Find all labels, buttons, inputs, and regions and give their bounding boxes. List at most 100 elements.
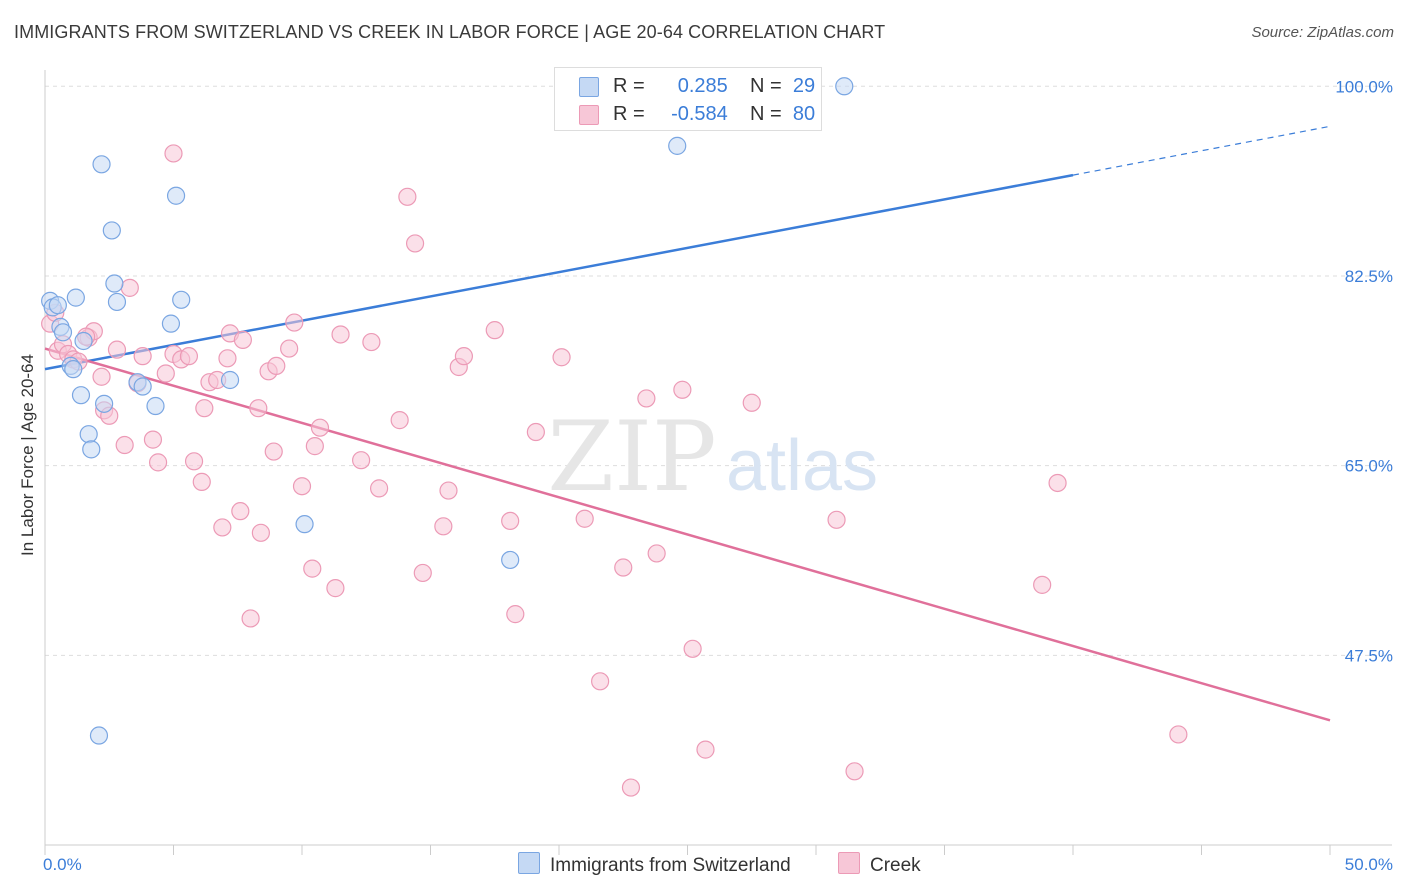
creek-point [683, 639, 702, 658]
legend-swatch-pink [579, 105, 599, 125]
switzerland-point [835, 77, 854, 96]
creek-point [292, 477, 312, 496]
switzerland-point [102, 221, 121, 240]
stats-legend: R = 0.285 N = 29 R = -0.584 N = 80 [554, 67, 822, 131]
creek-point [526, 422, 545, 442]
watermark-atlas: atlas [726, 426, 878, 506]
switzerland-point [501, 550, 520, 570]
creek-point [280, 339, 299, 358]
creek-point [233, 330, 252, 349]
creek-point [370, 479, 389, 498]
creek-point [264, 442, 283, 461]
creek-point [213, 518, 232, 537]
creek-point [362, 332, 381, 352]
creek-point [673, 380, 692, 399]
switzerland-point [146, 396, 165, 416]
creek-point [310, 418, 330, 437]
watermark: ZIP atlas [547, 401, 878, 513]
creek-point [92, 367, 111, 386]
legend-label: Creek [870, 855, 921, 876]
switzerland-point [82, 440, 101, 459]
creek-point [251, 523, 270, 542]
creek-point [1048, 473, 1067, 493]
creek-point [485, 321, 504, 340]
n-label: N = [750, 75, 782, 97]
creek-point [827, 510, 846, 529]
creek-point [133, 347, 152, 366]
x-tick-label: 0.0% [43, 855, 82, 874]
grid-lines [45, 85, 1392, 656]
legend-swatch-blue [518, 852, 540, 874]
creek-point [164, 144, 183, 163]
r-label: R = [613, 75, 645, 97]
legend-item-switzerland[interactable]: Immigrants from Switzerland [518, 852, 791, 877]
switzerland-points [41, 77, 854, 745]
creek-point [184, 452, 204, 471]
switzerland-point [161, 314, 181, 333]
creek-point [405, 234, 425, 253]
r-value: 0.285 [677, 75, 728, 97]
creek-point [249, 399, 268, 418]
creek-point [501, 511, 520, 531]
creek-point [192, 472, 211, 491]
creek-point [156, 364, 175, 383]
switzerland-point [105, 274, 124, 293]
creek-points [41, 144, 1188, 797]
switzerland-point [74, 331, 93, 351]
creek-point [413, 563, 432, 583]
creek-point [303, 559, 322, 578]
n-label: N = [750, 103, 782, 125]
creek-point [179, 347, 199, 366]
y-tick-label: 100.0% [1335, 77, 1393, 96]
y-tick-label: 47.5% [1345, 646, 1393, 665]
legend-label: Immigrants from Switzerland [550, 855, 791, 876]
creek-point [195, 399, 214, 418]
y-tick-label: 82.5% [1345, 267, 1393, 286]
switzerland-point [295, 515, 314, 534]
creek-point [637, 389, 656, 408]
creek-point [148, 453, 168, 472]
switzerland-point [220, 370, 240, 390]
y-tick-label: 65.0% [1345, 457, 1393, 476]
switzerland-point [668, 136, 687, 155]
switzerland-point [53, 323, 73, 342]
creek-point [552, 348, 571, 367]
switzerland-point [66, 288, 85, 307]
creek-point [454, 347, 474, 366]
x-tick-label: 50.0% [1345, 855, 1393, 874]
creek-point [305, 437, 324, 456]
switzerland-point [89, 726, 109, 745]
creek-point [267, 356, 286, 376]
creek-point [331, 325, 350, 344]
legend-item-creek[interactable]: Creek [838, 852, 921, 877]
n-value: 80 [792, 103, 816, 125]
creek-point [1169, 725, 1188, 744]
switzerland-point [172, 290, 191, 309]
creek-point [439, 481, 458, 500]
creek-point [107, 340, 127, 359]
creek-point [614, 558, 633, 577]
r-label: R = [613, 103, 645, 125]
r-value: -0.584 [671, 103, 728, 125]
creek-point [285, 313, 304, 332]
creek-point [143, 430, 163, 449]
switzerland-point [92, 155, 111, 174]
creek-point [434, 517, 453, 536]
n-value: 29 [792, 75, 816, 97]
legend-swatch-pink [838, 852, 860, 874]
creek-point [218, 349, 237, 368]
creek-point [241, 609, 260, 628]
tick-labels: 47.5% 65.0% 82.5% 100.0% 0.0% 50.0% [43, 77, 1393, 874]
switzerland-point [64, 360, 83, 379]
source-label: Source: ZipAtlas.com [1251, 24, 1394, 41]
switzerland-point [48, 296, 67, 315]
axes [44, 70, 1392, 855]
y-axis-label: In Labor Force | Age 20-64 [18, 354, 37, 556]
creek-point [742, 393, 761, 412]
creek-point [647, 544, 666, 563]
switzerland-point [95, 394, 114, 413]
creek-point [1033, 575, 1052, 594]
chart-title: IMMIGRANTS FROM SWITZERLAND VS CREEK IN … [14, 22, 886, 42]
creek-point [398, 187, 417, 206]
